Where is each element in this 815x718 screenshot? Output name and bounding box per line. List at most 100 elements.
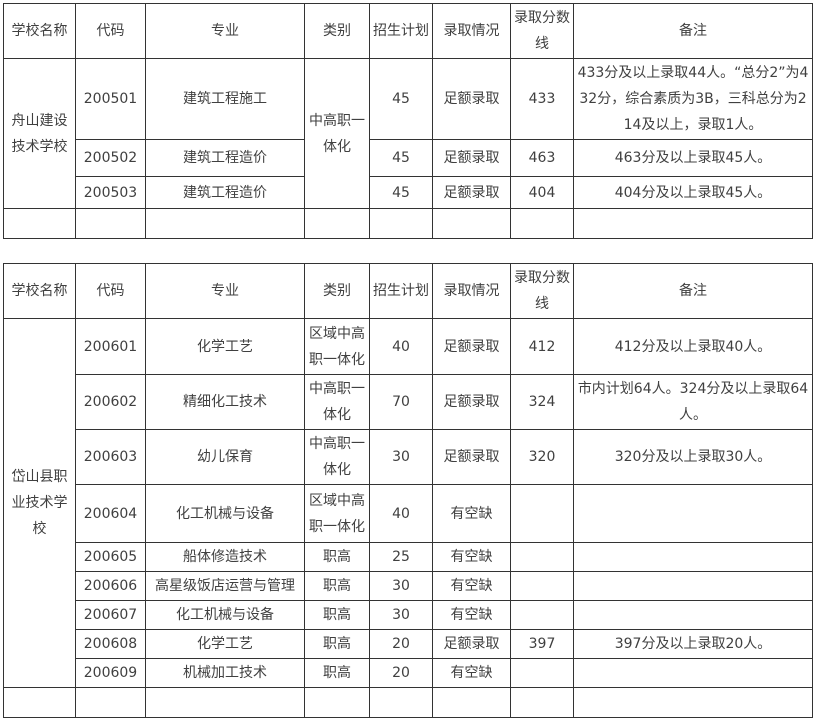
status-cell: 足额录取 <box>432 176 511 209</box>
table-row: 200609 机械加工技术 职高 20 有空缺 <box>4 658 813 688</box>
remark-cell <box>573 542 813 572</box>
category-cell: 职高 <box>304 571 370 601</box>
table-row: 200502 建筑工程造价 45 足额录取 463 463分及以上录取45人。 <box>4 139 813 177</box>
score-cell <box>510 658 574 688</box>
code-cell: 200601 <box>75 318 146 375</box>
score-cell: 463 <box>510 139 574 177</box>
code-cell: 200503 <box>75 176 146 209</box>
category-cell: 职高 <box>304 629 370 659</box>
major-cell: 建筑工程施工 <box>145 58 305 140</box>
header-code: 代码 <box>75 263 146 319</box>
header-category: 类别 <box>304 3 370 59</box>
table-row: 200602 精细化工技术 中高职一 体化 70 足额录取 324 市内计划64… <box>4 374 813 430</box>
table-row: 200608 化学工艺 职高 20 足额录取 397 397分及以上录取20人。 <box>4 629 813 659</box>
remark-cell: 412分及以上录取40人。 <box>573 318 813 375</box>
code-cell <box>75 208 146 239</box>
remark-cell <box>573 571 813 601</box>
code-cell: 200606 <box>75 571 146 601</box>
remark-cell: 320分及以上录取30人。 <box>573 429 813 485</box>
header-plan: 招生计划 <box>369 3 433 59</box>
major-cell: 船体修造技术 <box>145 542 305 572</box>
major-cell <box>145 208 305 239</box>
plan-cell: 30 <box>369 429 433 485</box>
score-cell: 324 <box>510 374 574 430</box>
status-cell: 足额录取 <box>432 139 511 177</box>
status-cell <box>432 687 511 718</box>
header-status: 录取情况 <box>432 263 511 319</box>
score-cell <box>510 687 574 718</box>
status-cell: 有空缺 <box>432 484 511 543</box>
table-row: 200604 化工机械与设备 区域中高 职一体化 40 有空缺 <box>4 484 813 543</box>
major-cell: 幼儿保育 <box>145 429 305 485</box>
school-name-cell <box>3 687 76 718</box>
table-row: 200607 化工机械与设备 职高 30 有空缺 <box>4 600 813 630</box>
code-cell: 200501 <box>75 58 146 140</box>
status-cell: 足额录取 <box>432 374 511 430</box>
major-cell: 机械加工技术 <box>145 658 305 688</box>
header-school: 学校名称 <box>3 3 76 59</box>
table-row: 舟山建设 技术学校 200501 建筑工程施工 中高职一 体化 45 足额录取 … <box>3 58 813 209</box>
status-cell: 有空缺 <box>432 658 511 688</box>
plan-cell: 45 <box>369 176 433 209</box>
code-cell: 200603 <box>75 429 146 485</box>
remark-cell <box>573 600 813 630</box>
plan-cell: 30 <box>369 571 433 601</box>
plan-cell <box>369 208 433 239</box>
score-cell: 320 <box>510 429 574 485</box>
header-score-line: 录取分数 线 <box>510 3 574 59</box>
table-row: 200603 幼儿保育 中高职一 体化 30 足额录取 320 320分及以上录… <box>4 429 813 485</box>
plan-cell: 70 <box>369 374 433 430</box>
header-plan: 招生计划 <box>369 263 433 319</box>
status-cell: 足额录取 <box>432 318 511 375</box>
header-remark: 备注 <box>573 263 813 319</box>
header-row: 学校名称 代码 专业 类别 招生计划 录取情况 录取分数 线 备注 <box>3 263 813 319</box>
code-cell: 200604 <box>75 484 146 543</box>
code-cell <box>75 687 146 718</box>
score-cell: 433 <box>510 58 574 140</box>
major-cell: 高星级饭店运营与管理 <box>145 571 305 601</box>
code-cell: 200607 <box>75 600 146 630</box>
remark-cell <box>573 208 813 239</box>
remark-cell <box>573 658 813 688</box>
category-cell: 中高职一 体化 <box>304 58 370 209</box>
status-cell: 有空缺 <box>432 542 511 572</box>
category-cell: 职高 <box>304 542 370 572</box>
code-cell: 200502 <box>75 139 146 177</box>
category-cell <box>304 208 370 239</box>
status-cell: 有空缺 <box>432 571 511 601</box>
status-cell <box>432 208 511 239</box>
plan-cell: 40 <box>369 318 433 375</box>
status-cell: 有空缺 <box>432 600 511 630</box>
empty-row <box>3 208 813 239</box>
major-cell: 精细化工技术 <box>145 374 305 430</box>
header-score-line: 录取分数 线 <box>510 263 574 319</box>
header-row: 学校名称 代码 专业 类别 招生计划 录取情况 录取分数 线 备注 <box>3 3 813 59</box>
major-cell: 建筑工程造价 <box>145 139 305 177</box>
remark-cell: 404分及以上录取45人。 <box>573 176 813 209</box>
major-cell: 化工机械与设备 <box>145 484 305 543</box>
plan-cell: 25 <box>369 542 433 572</box>
score-cell <box>510 208 574 239</box>
category-cell: 职高 <box>304 658 370 688</box>
score-cell <box>510 484 574 543</box>
code-cell: 200605 <box>75 542 146 572</box>
table-gap <box>3 239 815 263</box>
table-row: 200503 建筑工程造价 45 足额录取 404 404分及以上录取45人。 <box>4 176 813 209</box>
remark-cell: 433分及以上录取44人。“总分2”为432分，综合素质为3B，三科总分为214… <box>573 58 813 140</box>
code-cell: 200608 <box>75 629 146 659</box>
table-row: 200605 船体修造技术 职高 25 有空缺 <box>4 542 813 572</box>
code-cell: 200602 <box>75 374 146 430</box>
category-cell: 中高职一 体化 <box>304 429 370 485</box>
category-cell: 职高 <box>304 600 370 630</box>
header-category: 类别 <box>304 263 370 319</box>
header-status: 录取情况 <box>432 3 511 59</box>
remark-cell: 463分及以上录取45人。 <box>573 139 813 177</box>
remark-cell: 397分及以上录取20人。 <box>573 629 813 659</box>
plan-cell: 30 <box>369 600 433 630</box>
score-cell: 404 <box>510 176 574 209</box>
score-cell <box>510 600 574 630</box>
remark-cell: 市内计划64人。324分及以上录取64人。 <box>573 374 813 430</box>
major-cell: 化学工艺 <box>145 629 305 659</box>
plan-cell: 45 <box>369 139 433 177</box>
